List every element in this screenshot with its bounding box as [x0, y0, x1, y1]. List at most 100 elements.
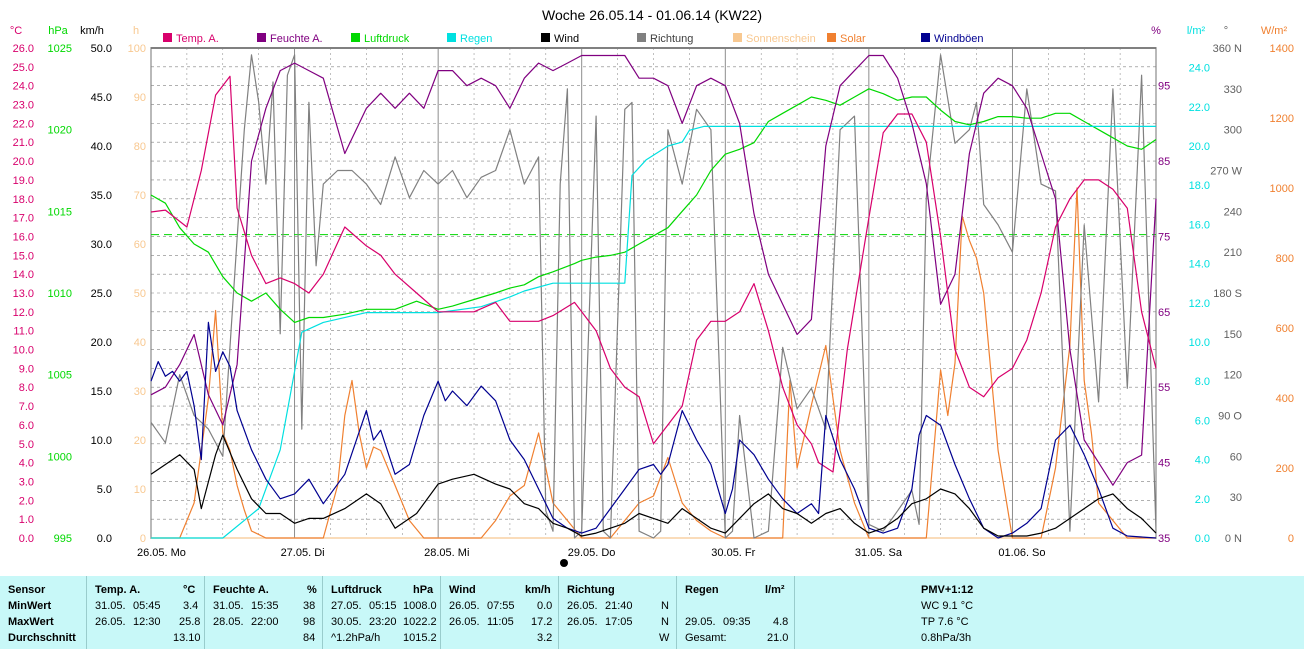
legend-label-temp: Temp. A. [176, 33, 219, 45]
legend-label-feuchte: Feuchte A. [270, 33, 323, 45]
feuchte-tick-label: 85 [1158, 156, 1170, 168]
temp-tick-label: 1.0 [19, 514, 34, 526]
temp-unit: °C [183, 584, 196, 596]
temp-avg-value: 13.10 [173, 632, 201, 644]
rain-header: Regen [685, 584, 719, 596]
temp-tick-label: 22.0 [13, 118, 34, 130]
regen-tick-label: 8.0 [1195, 376, 1210, 388]
temp-tick-label: 8.0 [19, 382, 34, 394]
legend-label-solar: Solar [840, 33, 866, 45]
plot-series [150, 54, 1157, 539]
wind-tick-label: 15.0 [91, 386, 112, 398]
legend-label-sonnenschein: Sonnenschein [746, 33, 816, 45]
temp-tick-label: 20.0 [13, 156, 34, 168]
richtung-tick-label: 180 S [1213, 288, 1242, 300]
direction-max-date: 26.05. [567, 616, 598, 628]
pressure-min-time: 05:15 [369, 600, 397, 612]
temp-axis-unit: °C [10, 25, 22, 37]
temp-tick-label: 25.0 [13, 62, 34, 74]
temp-column: Temp. A. °C 31.05. 05:45 3.4 26.05. 12:3… [86, 576, 205, 649]
solar-tick-label: 200 [1276, 463, 1294, 475]
feuchte-tick-label: 35 [1158, 533, 1170, 545]
rain-total-value: 21.0 [767, 632, 789, 644]
humidity-min-value: 38 [303, 600, 316, 612]
temp-tick-label: 10.0 [13, 345, 34, 357]
legend-swatch-feuchte [257, 33, 266, 42]
legend-label-luftdruck: Luftdruck [364, 33, 410, 45]
luftdruck-tick-label: 995 [54, 533, 72, 545]
temp-tick-label: 3.0 [19, 476, 34, 488]
temp-tick-label: 12.0 [13, 307, 34, 319]
temp-tick-label: 16.0 [13, 231, 34, 243]
luftdruck-axis-unit: hPa [48, 25, 68, 37]
sonnenschein-tick-label: 10 [134, 484, 146, 496]
luftdruck-tick-label: 1015 [48, 206, 72, 218]
wind-min-time: 07:55 [487, 600, 515, 612]
direction-max-time: 17:05 [605, 616, 633, 628]
legend-swatch-wind [541, 33, 550, 42]
temp-tick-label: 23.0 [13, 100, 34, 112]
feuchte-tick-label: 45 [1158, 458, 1170, 470]
feuchte-tick-label: 75 [1158, 231, 1170, 243]
feuchte-tick-label: 65 [1158, 307, 1170, 319]
pmv-pressure-trend: 0.8hPa/3h [921, 632, 972, 644]
rain-unit: l/m² [765, 584, 785, 596]
wind-tick-label: 10.0 [91, 435, 112, 447]
solar-tick-label: 1000 [1270, 183, 1294, 195]
solar-tick-label: 800 [1276, 253, 1294, 265]
weather-chart: Woche 26.05.14 - 01.06.14 (KW22) Temp. A… [10, 7, 1294, 567]
legend-swatch-luftdruck [351, 33, 360, 42]
richtung-tick-label: 60 [1230, 451, 1242, 463]
solar-tick-label: 0 [1288, 533, 1294, 545]
regen-axis-unit: l/m² [1187, 25, 1206, 37]
legend-swatch-temp [163, 33, 172, 42]
wind-tick-label: 40.0 [91, 141, 112, 153]
richtung-tick-label: 150 [1224, 329, 1242, 341]
min-row-label: MinWert [8, 600, 52, 612]
feuchte-axis-unit: % [1151, 25, 1161, 37]
x-axis: 26.05. Mo 27.05. Di 28.05. Mi 29.05. Do 30.0… [137, 547, 1046, 567]
x-tick-label: 28.05. Mi [424, 547, 469, 559]
statistics-table: Sensor MinWert MaxWert Durchschnitt Temp… [0, 576, 1304, 649]
direction-min-time: 21:40 [605, 600, 633, 612]
rain-total-label: Gesamt: [685, 632, 727, 644]
richtung-tick-label: 30 [1230, 492, 1242, 504]
temp-tick-label: 2.0 [19, 495, 34, 507]
sonnenschein-axis-unit: h [133, 25, 139, 37]
richtung-tick-label: 0 N [1225, 533, 1242, 545]
luftdruck-tick-label: 1005 [48, 370, 72, 382]
solar-axis-unit: W/m² [1261, 25, 1288, 37]
temp-tick-label: 26.0 [13, 43, 34, 55]
temp-tick-label: 4.0 [19, 458, 34, 470]
legend-label-regen: Regen [460, 33, 492, 45]
pressure-min-date: 27.05. [331, 600, 362, 612]
humidity-min-time: 15:35 [251, 600, 279, 612]
luftdruck-tick-label: 1000 [48, 451, 72, 463]
x-tick-label: 31.05. Sa [855, 547, 903, 559]
sonnenschein-tick-label: 90 [134, 92, 146, 104]
legend-swatch-regen [447, 33, 456, 42]
richtung-tick-label: 120 [1224, 370, 1242, 382]
legend-swatch-solar [827, 33, 836, 42]
wind-avg-value: 3.2 [537, 632, 553, 644]
humidity-column: Feuchte A. % 31.05. 15:35 38 28.05. 22:0… [204, 576, 323, 649]
sonnenschein-tick-label: 20 [134, 435, 146, 447]
regen-tick-label: 10.0 [1189, 337, 1210, 349]
regen-tick-label: 6.0 [1195, 415, 1210, 427]
solar-tick-label: 400 [1276, 393, 1294, 405]
x-tick-label: 26.05. Mo [137, 547, 186, 559]
richtung-tick-label: 270 W [1210, 166, 1242, 178]
direction-column: Richtung 26.05. 21:40 N 26.05. 17:05 N W [558, 576, 677, 649]
temp-min-date: 31.05. [95, 600, 126, 612]
richtung-tick-label: 210 [1224, 247, 1242, 259]
avg-row-label: Durchschnitt [8, 632, 76, 644]
wind-max-time: 11:05 [487, 616, 514, 628]
temp-tick-label: 15.0 [13, 250, 34, 262]
temp-min-time: 05:45 [133, 600, 161, 612]
legend-swatch-richtung [637, 33, 646, 42]
richtung-tick-label: 90 O [1218, 411, 1242, 423]
pressure-max-time: 23:20 [369, 616, 397, 628]
wind-min-date: 26.05. [449, 600, 480, 612]
sonnenschein-tick-label: 100 [128, 43, 146, 55]
temp-max-date: 26.05. [95, 616, 126, 628]
